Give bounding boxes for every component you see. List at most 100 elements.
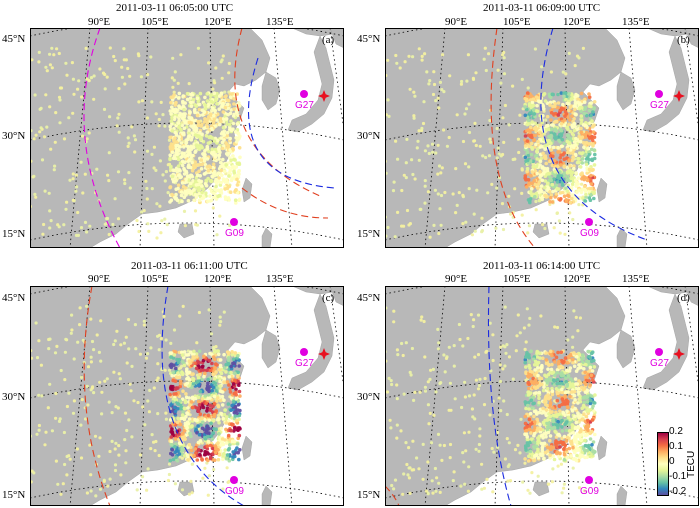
tec-point: [437, 341, 441, 345]
tec-point: [226, 151, 231, 156]
tec-point: [211, 419, 216, 423]
tec-point: [500, 202, 505, 206]
tec-point: [217, 367, 221, 372]
tec-point: [217, 107, 221, 111]
tec-point: [107, 179, 111, 183]
tec-point: [587, 196, 592, 200]
tec-point: [219, 132, 224, 136]
tec-point: [233, 371, 237, 375]
tec-point: [106, 173, 110, 177]
tec-point: [213, 365, 217, 370]
tec-point: [587, 95, 592, 99]
tec-point: [554, 164, 558, 169]
tec-point: [523, 421, 528, 426]
tec-point: [443, 190, 447, 195]
tec-point: [186, 406, 190, 410]
tec-point: [551, 145, 556, 150]
tec-point: [583, 188, 588, 193]
graticule-lon-3: [628, 28, 648, 248]
tec-point: [168, 135, 172, 140]
tec-point: [473, 355, 477, 359]
tec-point: [462, 460, 466, 464]
tec-point: [558, 156, 562, 160]
tec-point: [472, 393, 476, 397]
tec-point: [185, 411, 189, 415]
tec-point: [549, 131, 554, 135]
tec-point: [390, 483, 394, 488]
tec-point: [228, 136, 232, 141]
tec-point: [223, 90, 227, 94]
tec-point: [170, 427, 174, 431]
tec-point: [559, 350, 564, 355]
tec-point: [557, 365, 561, 369]
tec-point: [208, 194, 212, 198]
tec-point: [218, 364, 223, 369]
tec-point: [228, 127, 232, 131]
tec-point: [592, 156, 597, 161]
tec-point: [549, 111, 554, 115]
tec-point: [94, 494, 98, 498]
tec-point: [434, 151, 438, 155]
tec-point: [223, 105, 228, 110]
tec-point: [396, 353, 400, 357]
tec-point: [402, 472, 406, 476]
tec-point: [173, 136, 177, 140]
tec-point: [229, 158, 233, 163]
tec-point: [203, 103, 208, 108]
tec-point: [195, 418, 199, 422]
tec-point: [388, 418, 392, 422]
tec-point: [224, 142, 229, 147]
tec-point: [221, 125, 226, 130]
tec-point: [233, 158, 237, 162]
tec-point: [207, 389, 211, 394]
tec-point: [72, 399, 76, 403]
tec-point: [562, 164, 566, 169]
tec-point: [230, 350, 234, 354]
tec-point: [572, 164, 576, 168]
land-6: [261, 227, 273, 248]
tec-point: [541, 151, 545, 156]
tec-point: [556, 350, 560, 355]
tec-point: [436, 172, 440, 176]
tec-point: [164, 338, 168, 342]
tec-point: [420, 54, 424, 58]
tec-point: [395, 436, 399, 440]
lon-tick-a-105: 105°E: [141, 16, 169, 28]
tec-point: [229, 108, 234, 112]
tec-point: [578, 316, 582, 320]
tec-point: [529, 125, 533, 130]
tec-point: [206, 381, 210, 386]
tec-point: [229, 364, 233, 369]
tec-point: [213, 362, 218, 366]
tec-point: [174, 392, 178, 396]
tec-point: [551, 445, 556, 450]
tec-point: [221, 457, 225, 462]
tec-point: [164, 411, 168, 415]
tec-point: [56, 223, 60, 227]
tec-point: [555, 325, 560, 330]
tec-point: [553, 119, 558, 124]
tec-point: [532, 138, 537, 142]
tec-point: [532, 414, 536, 419]
tec-point: [415, 456, 419, 460]
panel-c-title: 2011-03-11 06:11:00 UTC: [131, 260, 248, 272]
tec-point: [463, 395, 467, 399]
wavefront-arc-1: [540, 28, 648, 241]
tec-point: [54, 111, 58, 115]
tec-point: [573, 112, 578, 116]
tec-point: [172, 328, 177, 332]
tec-point: [561, 365, 565, 370]
tec-point: [560, 491, 564, 495]
tec-point: [221, 110, 226, 114]
tec-point: [77, 79, 81, 83]
tec-point: [472, 318, 476, 322]
tec-point: [158, 159, 162, 163]
land-6: [261, 485, 273, 506]
tec-point: [176, 81, 180, 85]
tec-point: [530, 100, 535, 105]
tec-point: [568, 383, 573, 387]
tec-point: [221, 157, 225, 162]
tec-point: [205, 130, 210, 134]
tec-point: [532, 385, 537, 389]
tec-point: [208, 408, 212, 412]
